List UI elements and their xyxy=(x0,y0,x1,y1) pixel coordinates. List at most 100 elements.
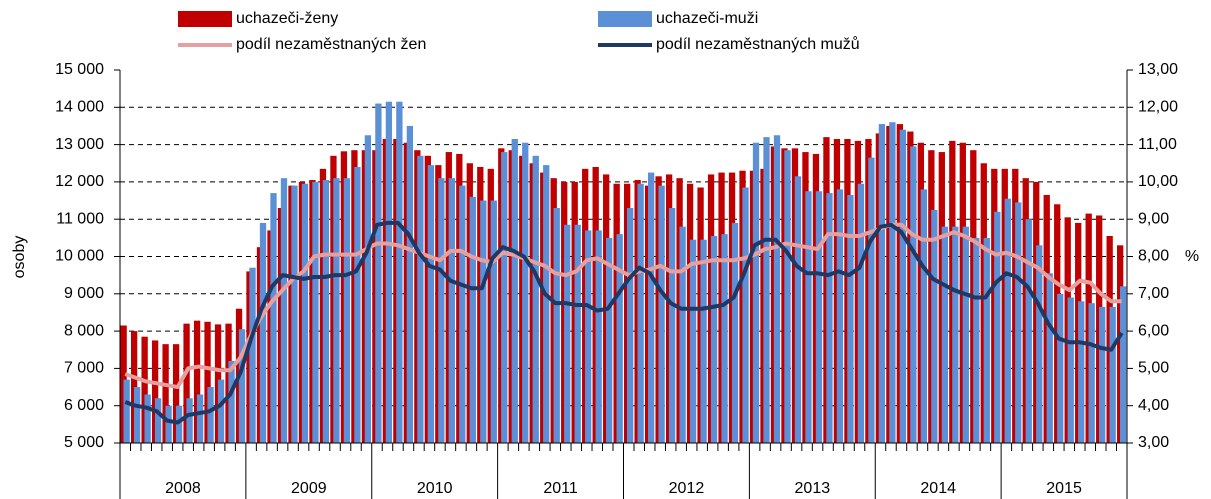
bar xyxy=(238,329,246,443)
y2-tick-label: 10,00 xyxy=(1138,173,1178,190)
bar xyxy=(815,191,823,443)
x-group-label: 2010 xyxy=(417,480,453,497)
legend-label: uchazeči-ženy xyxy=(236,10,338,27)
y-tick-label: 14 000 xyxy=(55,99,104,116)
bar xyxy=(469,196,476,443)
bar xyxy=(396,101,403,443)
x-group-label: 2012 xyxy=(669,480,705,497)
bar xyxy=(941,226,948,443)
y2-tick-label: 8,00 xyxy=(1138,248,1169,265)
bar xyxy=(343,178,351,444)
bar xyxy=(784,150,791,443)
bar xyxy=(186,398,193,443)
x-group-label: 2008 xyxy=(165,480,201,497)
y-tick-label: 7 000 xyxy=(64,360,104,377)
bar xyxy=(647,172,655,443)
y2-tick-label: 4,00 xyxy=(1138,397,1169,414)
bar xyxy=(354,166,361,444)
y2-tick-label: 3,00 xyxy=(1138,434,1169,451)
y-tick-label: 11 000 xyxy=(56,210,104,227)
bar xyxy=(847,194,854,443)
bar xyxy=(270,193,277,443)
bar xyxy=(511,139,518,443)
y2-tick-label: 9,00 xyxy=(1138,210,1169,227)
x-group-label: 2009 xyxy=(291,480,327,497)
bar xyxy=(1120,286,1127,443)
y-tick-label: 8 000 xyxy=(64,322,104,339)
y2-tick-label: 13,00 xyxy=(1138,61,1178,78)
bar xyxy=(427,165,434,444)
bar xyxy=(154,398,162,443)
bar xyxy=(1025,219,1032,443)
bar xyxy=(196,394,204,443)
bar xyxy=(151,340,159,443)
legend-swatch xyxy=(598,11,652,27)
bar xyxy=(585,230,592,443)
bar xyxy=(689,239,697,443)
line xyxy=(124,220,1124,425)
y-tick-label: 12 000 xyxy=(55,173,104,190)
legend-label: uchazeči-muži xyxy=(656,10,758,27)
bar xyxy=(532,155,539,444)
y-tick-label: 6 000 xyxy=(64,397,104,414)
bar xyxy=(312,181,319,443)
y2-axis-label: % xyxy=(1185,248,1199,265)
bar xyxy=(1036,245,1043,443)
bar xyxy=(952,226,959,443)
bar xyxy=(973,237,980,443)
bar xyxy=(721,234,728,443)
bar xyxy=(574,224,581,443)
bar xyxy=(1088,303,1095,443)
bar xyxy=(133,387,141,443)
bar xyxy=(805,191,812,443)
bar xyxy=(280,178,288,444)
bar xyxy=(301,183,309,443)
bar xyxy=(962,226,969,443)
legend-swatch xyxy=(178,11,232,27)
bar xyxy=(637,183,644,443)
bar xyxy=(700,239,707,443)
bar xyxy=(752,142,760,444)
bar xyxy=(1109,306,1116,443)
bar xyxy=(364,135,372,443)
bar xyxy=(459,185,466,443)
bar xyxy=(1067,297,1074,443)
bar xyxy=(172,344,180,443)
bar xyxy=(165,405,172,443)
bar xyxy=(564,224,571,443)
bar xyxy=(679,226,686,443)
y-tick-label: 10 000 xyxy=(55,248,104,265)
bar xyxy=(553,208,560,443)
bar xyxy=(522,142,529,444)
bar xyxy=(543,165,550,444)
legend-label: podíl nezaměstnaných mužů xyxy=(656,35,860,53)
bar xyxy=(1015,202,1022,443)
y2-tick-label: 11,00 xyxy=(1138,136,1177,153)
bar xyxy=(1004,198,1011,443)
bar xyxy=(123,379,130,443)
bar xyxy=(333,178,340,444)
bar xyxy=(385,101,393,443)
bar xyxy=(606,237,613,443)
bar xyxy=(501,152,508,443)
bar xyxy=(1099,306,1106,443)
y2-tick-label: 5,00 xyxy=(1138,360,1169,377)
bar xyxy=(627,208,634,443)
bar xyxy=(417,155,424,444)
bar xyxy=(259,222,267,443)
bar xyxy=(794,176,802,443)
y2-tick-label: 6,00 xyxy=(1138,322,1169,339)
bar xyxy=(1046,273,1053,443)
bar xyxy=(857,183,865,443)
bar xyxy=(710,235,718,443)
bar xyxy=(249,267,256,443)
bar xyxy=(193,320,201,443)
y-tick-label: 9 000 xyxy=(64,285,104,302)
bar xyxy=(480,200,487,443)
bar xyxy=(899,129,907,443)
bar xyxy=(207,387,214,443)
x-group-label: 2011 xyxy=(543,480,578,497)
line xyxy=(124,222,1122,390)
bar xyxy=(742,187,749,443)
